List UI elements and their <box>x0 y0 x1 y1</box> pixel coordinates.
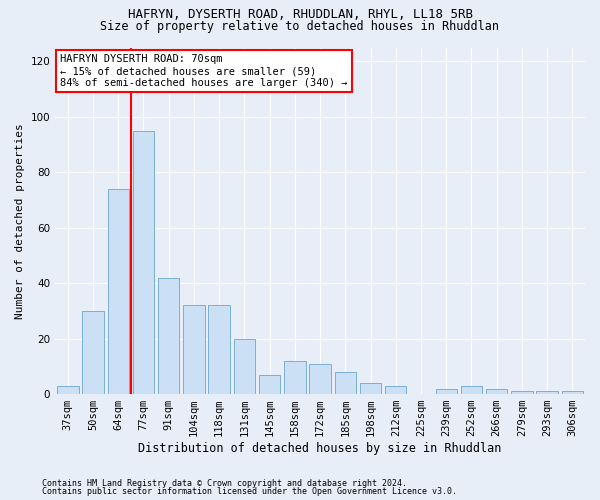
Bar <box>107 189 129 394</box>
Bar <box>233 338 255 394</box>
Bar <box>133 130 154 394</box>
Text: Size of property relative to detached houses in Rhuddlan: Size of property relative to detached ho… <box>101 20 499 33</box>
Bar <box>335 372 356 394</box>
Bar <box>562 392 583 394</box>
Bar <box>57 386 79 394</box>
Bar <box>436 388 457 394</box>
Bar <box>208 306 230 394</box>
Bar <box>259 374 280 394</box>
Bar <box>310 364 331 394</box>
Text: HAFRYN, DYSERTH ROAD, RHUDDLAN, RHYL, LL18 5RB: HAFRYN, DYSERTH ROAD, RHUDDLAN, RHYL, LL… <box>128 8 473 20</box>
Text: Contains public sector information licensed under the Open Government Licence v3: Contains public sector information licen… <box>42 487 457 496</box>
Bar <box>385 386 406 394</box>
Bar <box>536 392 558 394</box>
Text: Contains HM Land Registry data © Crown copyright and database right 2024.: Contains HM Land Registry data © Crown c… <box>42 478 407 488</box>
Bar <box>82 311 104 394</box>
Bar <box>461 386 482 394</box>
Bar <box>360 383 381 394</box>
X-axis label: Distribution of detached houses by size in Rhuddlan: Distribution of detached houses by size … <box>139 442 502 455</box>
Bar <box>158 278 179 394</box>
Y-axis label: Number of detached properties: Number of detached properties <box>15 123 25 318</box>
Text: HAFRYN DYSERTH ROAD: 70sqm
← 15% of detached houses are smaller (59)
84% of semi: HAFRYN DYSERTH ROAD: 70sqm ← 15% of deta… <box>61 54 348 88</box>
Bar <box>284 361 305 394</box>
Bar <box>511 392 533 394</box>
Bar <box>183 306 205 394</box>
Bar <box>486 388 508 394</box>
